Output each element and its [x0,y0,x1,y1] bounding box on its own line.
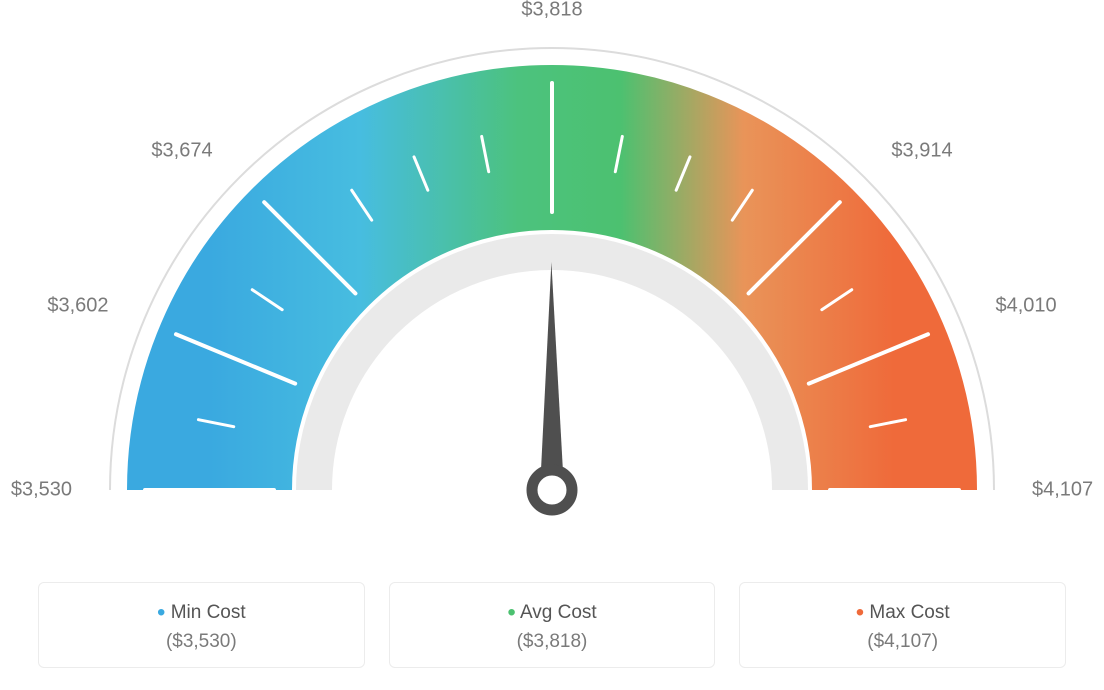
gauge-tick-label: $4,010 [995,295,1056,318]
gauge-tick-label: $3,602 [47,295,108,318]
legend-min-title: • Min Cost [49,597,354,625]
gauge-tick-label: $3,530 [11,479,72,502]
gauge-tick-label: $3,674 [151,139,212,162]
legend-min-label: Min Cost [171,602,246,623]
gauge-tick-label: $3,914 [891,139,952,162]
dot-icon: • [157,599,165,626]
dot-icon: • [856,599,864,626]
cost-gauge-chart: $3,530 $3,602 $3,674 $3,818 $3,914 $4,010 $4,1… [0,0,1104,690]
gauge-tick-label: $4,107 [1032,479,1093,502]
legend-max-card: • Max Cost ($4,107) [739,582,1066,668]
legend-max-title: • Max Cost [750,597,1055,625]
legend-avg-label: Avg Cost [520,602,597,623]
legend-avg-title: • Avg Cost [400,597,705,625]
dot-icon: • [507,599,515,626]
legend-row: • Min Cost ($3,530) • Avg Cost ($3,818) … [0,582,1104,668]
legend-avg-value: ($3,818) [400,631,705,653]
legend-avg-card: • Avg Cost ($3,818) [389,582,716,668]
legend-min-card: • Min Cost ($3,530) [38,582,365,668]
legend-max-value: ($4,107) [750,631,1055,653]
gauge-svg [0,0,1104,540]
gauge-tick-label: $3,818 [521,0,582,22]
legend-max-label: Max Cost [869,602,949,623]
legend-min-value: ($3,530) [49,631,354,653]
